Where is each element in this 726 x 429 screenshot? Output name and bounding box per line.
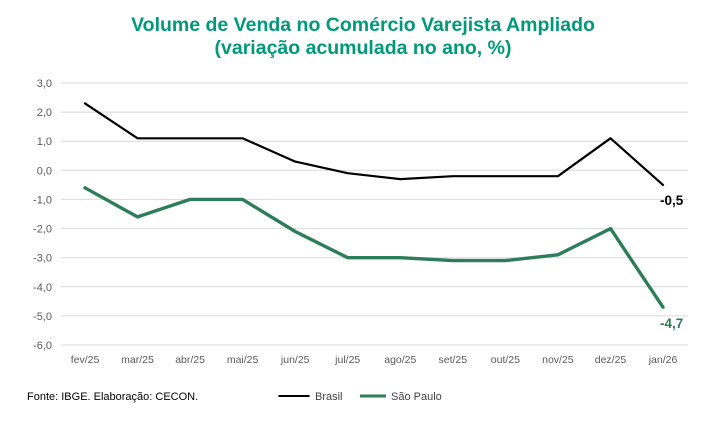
svg-text:ago/25: ago/25 [384,354,416,366]
svg-text:fev/25: fev/25 [71,354,100,366]
svg-text:2,0: 2,0 [37,107,52,119]
svg-text:-6,0: -6,0 [33,340,52,352]
svg-text:nov/25: nov/25 [542,354,574,366]
svg-text:3,0: 3,0 [37,78,52,90]
svg-text:-2,0: -2,0 [33,224,52,236]
svg-text:-5,0: -5,0 [33,311,52,323]
svg-text:dez/25: dez/25 [595,354,627,366]
svg-text:-4,0: -4,0 [33,282,52,294]
svg-text:-3,0: -3,0 [33,253,52,265]
svg-text:0,0: 0,0 [37,165,52,177]
svg-text:Brasil: Brasil [315,391,343,403]
svg-text:jan/26: jan/26 [648,354,678,366]
svg-text:out/25: out/25 [491,354,520,366]
svg-text:1,0: 1,0 [37,136,52,148]
svg-text:mai/25: mai/25 [227,354,259,366]
svg-text:set/25: set/25 [438,354,467,366]
svg-text:São Paulo: São Paulo [391,391,442,403]
svg-text:jul/25: jul/25 [334,354,360,366]
svg-text:jun/25: jun/25 [280,354,310,366]
svg-text:-1,0: -1,0 [33,194,52,206]
svg-text:-0,5: -0,5 [660,193,684,208]
svg-text:mar/25: mar/25 [121,354,154,366]
svg-text:abr/25: abr/25 [175,354,205,366]
svg-text:-4,7: -4,7 [660,316,683,331]
svg-text:Fonte: IBGE. Elaboração: CECON: Fonte: IBGE. Elaboração: CECON. [27,391,198,403]
